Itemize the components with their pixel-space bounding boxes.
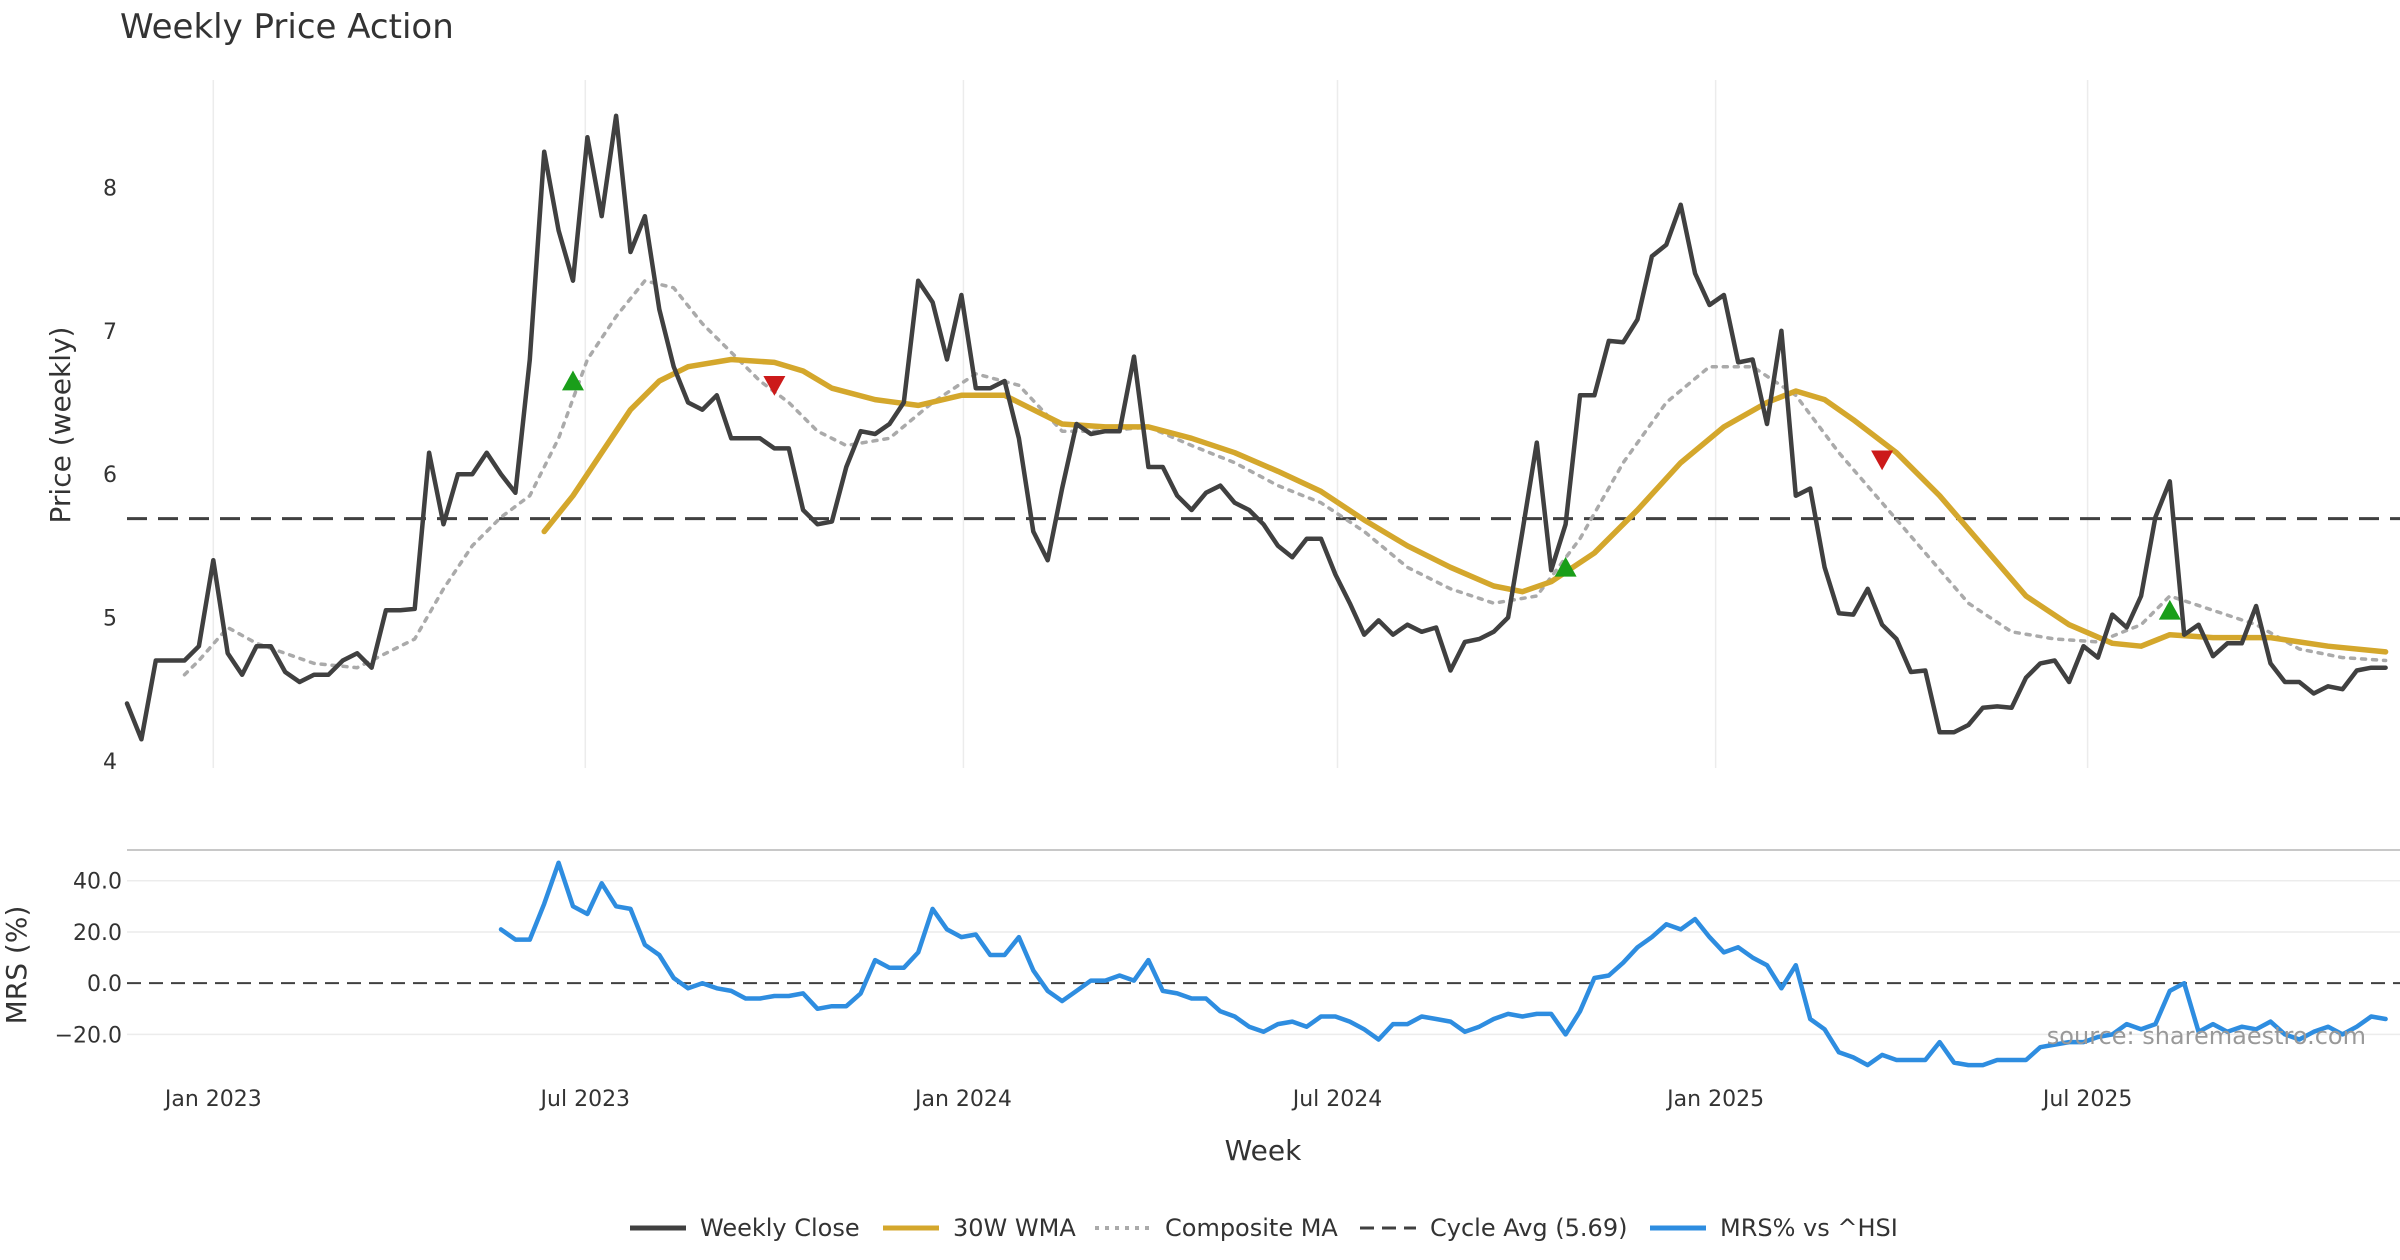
x-tick-label: Jan 2023 <box>163 1087 262 1112</box>
buy-signal-marker <box>2158 599 2181 620</box>
legend: Weekly Close 30W WMA Composite MA Cycle Avg… <box>630 1214 1898 1242</box>
price-y-tick-label: 8 <box>103 177 117 202</box>
x-axis-ticks: Jan 2023 Jul 2023 Jan 2024 Jul 2024 Jan 2025… <box>163 1087 2133 1112</box>
legend-label: Composite MA <box>1165 1214 1338 1242</box>
price-gridlines <box>212 80 2089 768</box>
wma-30w-line <box>541 356 2389 655</box>
legend-label: Weekly Close <box>700 1214 860 1242</box>
mrs-line <box>498 860 2388 1068</box>
price-series-lines <box>124 113 2389 742</box>
x-tick-label: Jul 2025 <box>2041 1087 2133 1112</box>
signal-markers <box>561 370 2181 620</box>
price-y-tick-label: 5 <box>103 607 117 632</box>
buy-signal-marker <box>1554 556 1577 577</box>
price-y-axis-label: Price (weekly) <box>44 327 77 524</box>
x-tick-label: Jan 2024 <box>913 1087 1012 1112</box>
legend-label: Cycle Avg (5.69) <box>1430 1214 1627 1242</box>
mrs-y-tick-label: 40.0 <box>73 870 122 895</box>
price-y-tick-label: 4 <box>103 750 117 775</box>
mrs-gridlines <box>127 879 2400 1036</box>
x-tick-label: Jul 2023 <box>539 1087 631 1112</box>
weekly-close-line <box>124 113 2388 742</box>
x-axis-label: Week <box>1225 1134 1302 1167</box>
mrs-y-tick-label: −20.0 <box>55 1023 122 1048</box>
sell-signal-marker <box>763 375 786 396</box>
price-y-tick-label: 6 <box>103 463 117 488</box>
legend-label: 30W WMA <box>953 1214 1076 1242</box>
buy-signal-marker <box>561 370 584 391</box>
source-annotation: source: sharemaestro.com <box>2047 1022 2366 1050</box>
mrs-y-ticks: 40.0 20.0 0.0 −20.0 <box>55 870 122 1049</box>
mrs-y-axis-label: MRS (%) <box>0 906 33 1025</box>
price-y-ticks: 4 5 6 7 8 <box>103 177 117 775</box>
sell-signal-marker <box>1871 450 1894 471</box>
x-tick-label: Jan 2025 <box>1665 1087 1764 1112</box>
price-y-tick-label: 7 <box>103 320 117 345</box>
mrs-series-lines <box>498 860 2388 1068</box>
chart-title: Weekly Price Action <box>120 7 454 47</box>
mrs-y-tick-label: 0.0 <box>87 972 122 997</box>
x-tick-label: Jul 2024 <box>1291 1087 1383 1112</box>
mrs-y-tick-label: 20.0 <box>73 921 122 946</box>
legend-label: MRS% vs ^HSI <box>1720 1214 1898 1242</box>
